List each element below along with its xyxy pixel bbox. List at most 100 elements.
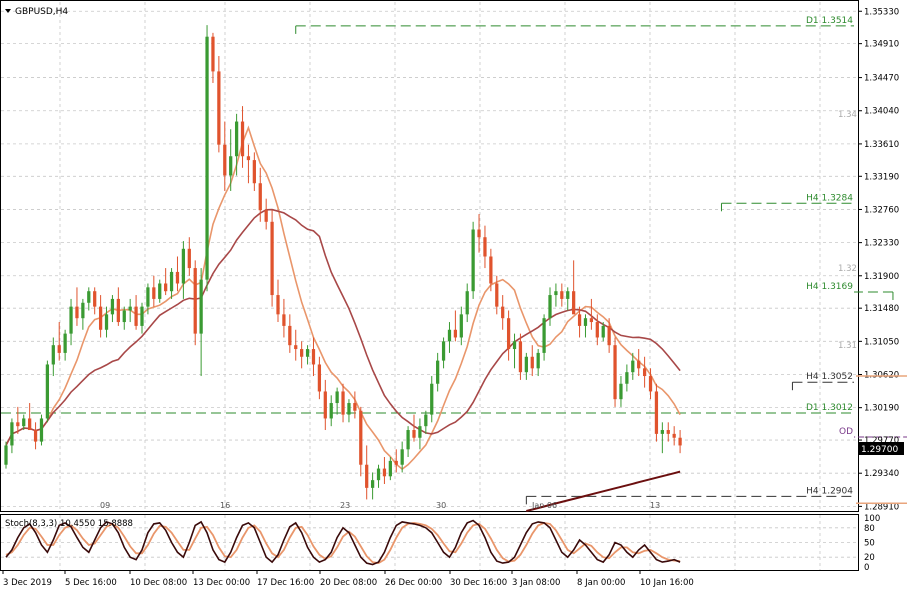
candle-body	[22, 418, 26, 427]
candle-body	[104, 314, 109, 330]
candle-body	[229, 156, 233, 176]
time-tick-label: 10 Jan 16:00	[640, 578, 694, 588]
candle-body	[300, 349, 304, 357]
candle-body	[554, 291, 558, 296]
candle-body	[589, 318, 594, 323]
candle-body	[51, 345, 55, 365]
time-tick-label: 30 Dec 16:00	[450, 578, 507, 588]
candle-body	[217, 71, 221, 145]
candle-body	[122, 310, 126, 323]
round-number-label: 1.31	[838, 341, 857, 351]
price-tick-label: 1.31480	[864, 304, 899, 314]
chart-title: GBPUSD,H4	[15, 7, 68, 17]
main-grid	[1, 2, 858, 511]
stoch-tick-label: 20	[864, 553, 875, 563]
candle-body	[483, 237, 487, 257]
stoch-tick-label: 100	[864, 514, 880, 524]
candle-body	[158, 283, 162, 299]
candle-body	[311, 349, 316, 365]
candle-body	[63, 333, 67, 353]
stoch-main-line	[5, 519, 681, 566]
candle-body	[447, 329, 452, 342]
candle-body	[294, 345, 298, 350]
price-tick-label: 1.29340	[864, 469, 899, 479]
candle-body	[660, 430, 664, 434]
candle-body	[33, 430, 38, 442]
candle-body	[134, 306, 138, 326]
time-tick-label: 13 Dec 00:00	[193, 578, 250, 588]
annotations: Range High (51 pts)D Range Low (-75 pts)	[856, 375, 907, 505]
candle-body	[329, 403, 333, 419]
level-label: D1 1.3514	[806, 16, 853, 26]
candle-body	[175, 271, 180, 284]
candle-body	[57, 345, 61, 353]
level-label: H4 1.3284	[806, 193, 853, 203]
candle-body	[365, 464, 369, 488]
price-tick-label: 1.32330	[864, 239, 899, 249]
candle-body	[560, 291, 564, 299]
candle-body	[181, 248, 186, 284]
candle-body	[376, 468, 381, 481]
level-label: D1 1.3012	[806, 403, 853, 413]
candle-body	[436, 360, 440, 384]
candle-body	[601, 325, 605, 338]
price-tick-label: 1.34470	[864, 74, 899, 84]
current-price-tag	[858, 442, 904, 455]
ma-slow-line	[526, 470, 681, 512]
current-price-value: 1.29700	[861, 445, 898, 455]
candle-body	[140, 306, 144, 326]
price-axis: 1.35330 1.34910 1.34470 1.34040 1.33610 1.331…	[858, 7, 899, 512]
level-label: H4 1.3169	[806, 282, 853, 292]
candle-body	[459, 314, 463, 338]
candle-body	[152, 287, 156, 299]
candle-body	[441, 341, 446, 361]
candle-body	[512, 341, 517, 350]
price-tick-label: 1.31900	[864, 272, 899, 282]
candle-body	[637, 360, 641, 369]
time-tick-label: 26 Dec 00:00	[385, 578, 442, 588]
candle-body	[518, 341, 523, 373]
candle-body	[205, 36, 209, 280]
candle-body	[501, 306, 505, 319]
time-tick-label: 20 Dec 08:00	[320, 578, 377, 588]
candle-body	[240, 121, 245, 157]
candle-body	[258, 183, 262, 211]
candle-body	[252, 160, 256, 184]
time-tick-label: 3 Dec 2019	[3, 578, 52, 588]
candle-body	[648, 376, 653, 392]
candle-body	[93, 291, 97, 307]
time-tick-label: 3 Jan 08:00	[512, 578, 560, 588]
chart-menu-triangle-icon[interactable]	[5, 9, 11, 13]
time-tick-label: 8 Jan 00:00	[577, 578, 625, 588]
candle-body	[406, 430, 410, 450]
price-tick-label: 1.35330	[864, 7, 899, 17]
stoch-lines	[5, 519, 681, 566]
candle-body	[572, 291, 576, 315]
round-number-label: 1.34	[838, 110, 857, 120]
date-marker: 30	[436, 501, 446, 510]
level-label: H4 1.2904	[806, 486, 853, 496]
candle-body	[388, 460, 392, 477]
time-tick-label: 10 Dec 08:00	[130, 578, 187, 588]
time-tick-label: 5 Dec 16:00	[65, 578, 117, 588]
stoch-label: Stoch(8,3,3) 10.4550 15.8888	[5, 519, 133, 529]
candle-body	[199, 279, 203, 334]
candle-body	[400, 449, 404, 465]
candle-body	[382, 468, 387, 477]
candle-body	[28, 418, 32, 431]
candle-body	[16, 422, 20, 427]
candle-body	[146, 287, 150, 307]
candle-body	[323, 391, 327, 419]
candle-body	[223, 144, 227, 176]
candle-body	[317, 364, 322, 392]
date-marker: 23	[340, 501, 350, 510]
price-tick-label: 1.32760	[864, 205, 899, 215]
candle-body	[666, 430, 670, 434]
candle-body	[566, 291, 570, 299]
candle-body	[536, 352, 540, 369]
date-marker: 16	[220, 501, 230, 510]
candle-body	[542, 318, 546, 353]
candles-layer	[4, 25, 682, 500]
candle-body	[424, 414, 428, 427]
